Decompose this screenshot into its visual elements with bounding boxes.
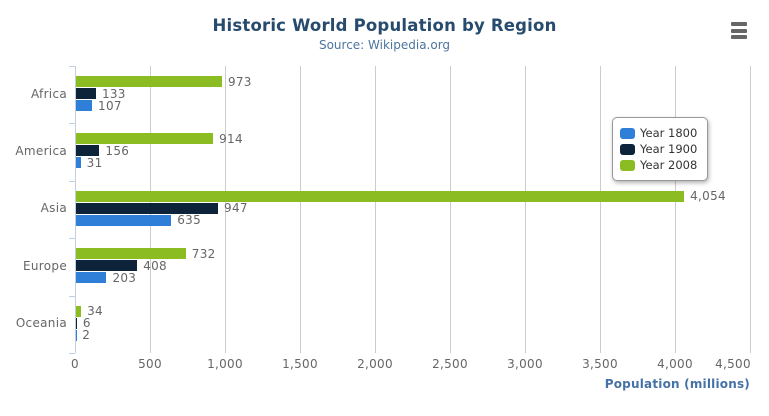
category-axis-line <box>75 66 76 353</box>
bar-value-label: 107 <box>98 98 122 113</box>
x-tick-label: 1,000 <box>207 357 243 371</box>
export-menu-button[interactable] <box>731 22 749 39</box>
bar-oceania-year-1900[interactable] <box>76 317 77 329</box>
bar-africa-year-2008[interactable] <box>76 76 222 87</box>
bar-value-label: 973 <box>227 74 252 89</box>
gridline <box>525 66 526 353</box>
x-axis-title: Population (millions) <box>604 377 750 391</box>
bar-value-label: 203 <box>112 270 137 285</box>
bar-asia-year-2008[interactable] <box>76 190 685 202</box>
category-label: Asia <box>40 201 67 216</box>
category-tick <box>69 238 75 240</box>
gridline <box>225 66 226 353</box>
category-label: Oceania <box>15 316 67 331</box>
x-tick-label: 4,000 <box>657 357 693 371</box>
bar-value-label: 732 <box>191 246 216 261</box>
legend-item-year-2008[interactable]: Year 2008 <box>620 158 697 172</box>
x-tick-label: 0 <box>71 357 79 371</box>
legend-swatch <box>620 143 635 155</box>
plot-area: 973 133 107 914 156 31 4,054 947 635 732 408 203 34 6… <box>69 66 751 354</box>
legend: Year 1800 Year 1900 Year 2008 <box>612 117 709 181</box>
bar-america-year-2008[interactable] <box>76 133 214 145</box>
gridline <box>450 66 451 353</box>
x-tick-label: 500 <box>138 357 162 371</box>
x-tick-label: 1,500 <box>282 357 318 371</box>
x-tick-label: 3,500 <box>582 357 618 371</box>
bar-value-label: 947 <box>224 201 248 216</box>
bar-value-label: 914 <box>219 131 243 146</box>
legend-item-year-1900[interactable]: Year 1900 <box>620 142 697 156</box>
bar-europe-year-1900[interactable] <box>76 260 138 272</box>
bar-europe-year-2008[interactable] <box>76 248 186 260</box>
legend-item-year-1800[interactable]: Year 1800 <box>620 126 697 140</box>
hamburger-icon <box>731 28 747 33</box>
legend-swatch <box>620 127 635 139</box>
bar-america-year-1900[interactable] <box>76 145 100 157</box>
bar-value-label: 4,054 <box>690 189 726 204</box>
category-tick <box>69 66 75 67</box>
gridline <box>600 66 601 353</box>
legend-label: Year 1900 <box>640 142 698 156</box>
gridline <box>300 66 301 353</box>
x-tick-label: 2,500 <box>432 357 468 371</box>
hamburger-icon <box>731 35 747 39</box>
bar-europe-year-1800[interactable] <box>76 272 107 284</box>
category-tick <box>69 353 75 354</box>
bar-asia-year-1800[interactable] <box>76 214 172 226</box>
chart-subtitle: Source: Wikipedia.org <box>318 38 451 52</box>
category-tick <box>69 123 75 125</box>
category-tick <box>69 295 75 297</box>
bar-value-label: 6 <box>82 316 91 331</box>
category-label: Africa <box>30 86 67 101</box>
bar-value-label: 635 <box>177 213 202 228</box>
category-label: Europe <box>23 258 67 273</box>
bar-value-label: 133 <box>101 86 126 101</box>
hamburger-icon <box>731 22 747 26</box>
category-tick <box>69 180 75 182</box>
gridline <box>375 66 376 353</box>
bar-oceania-year-2008[interactable] <box>76 305 82 317</box>
bar-value-label: 156 <box>105 143 130 158</box>
bar-africa-year-1800[interactable] <box>76 100 93 111</box>
bar-value-label: 31 <box>86 155 103 170</box>
bar-america-year-1800[interactable] <box>76 157 81 169</box>
bar-value-label: 408 <box>143 258 167 273</box>
bar-value-label: 2 <box>82 328 91 343</box>
bar-africa-year-1900[interactable] <box>76 88 96 99</box>
bar-asia-year-1900[interactable] <box>76 202 219 214</box>
gridline <box>750 66 751 353</box>
x-tick-label: 3,000 <box>507 357 543 371</box>
bar-value-label: 34 <box>87 304 103 319</box>
legend-swatch <box>620 159 635 171</box>
legend-label: Year 2008 <box>640 158 698 172</box>
gridline <box>675 66 676 353</box>
category-label: America <box>15 143 67 158</box>
x-tick-label: 4,500 <box>715 357 751 371</box>
chart-title: Historic World Population by Region <box>212 16 557 35</box>
legend-label: Year 1800 <box>640 126 698 140</box>
x-tick-label: 2,000 <box>357 357 393 371</box>
